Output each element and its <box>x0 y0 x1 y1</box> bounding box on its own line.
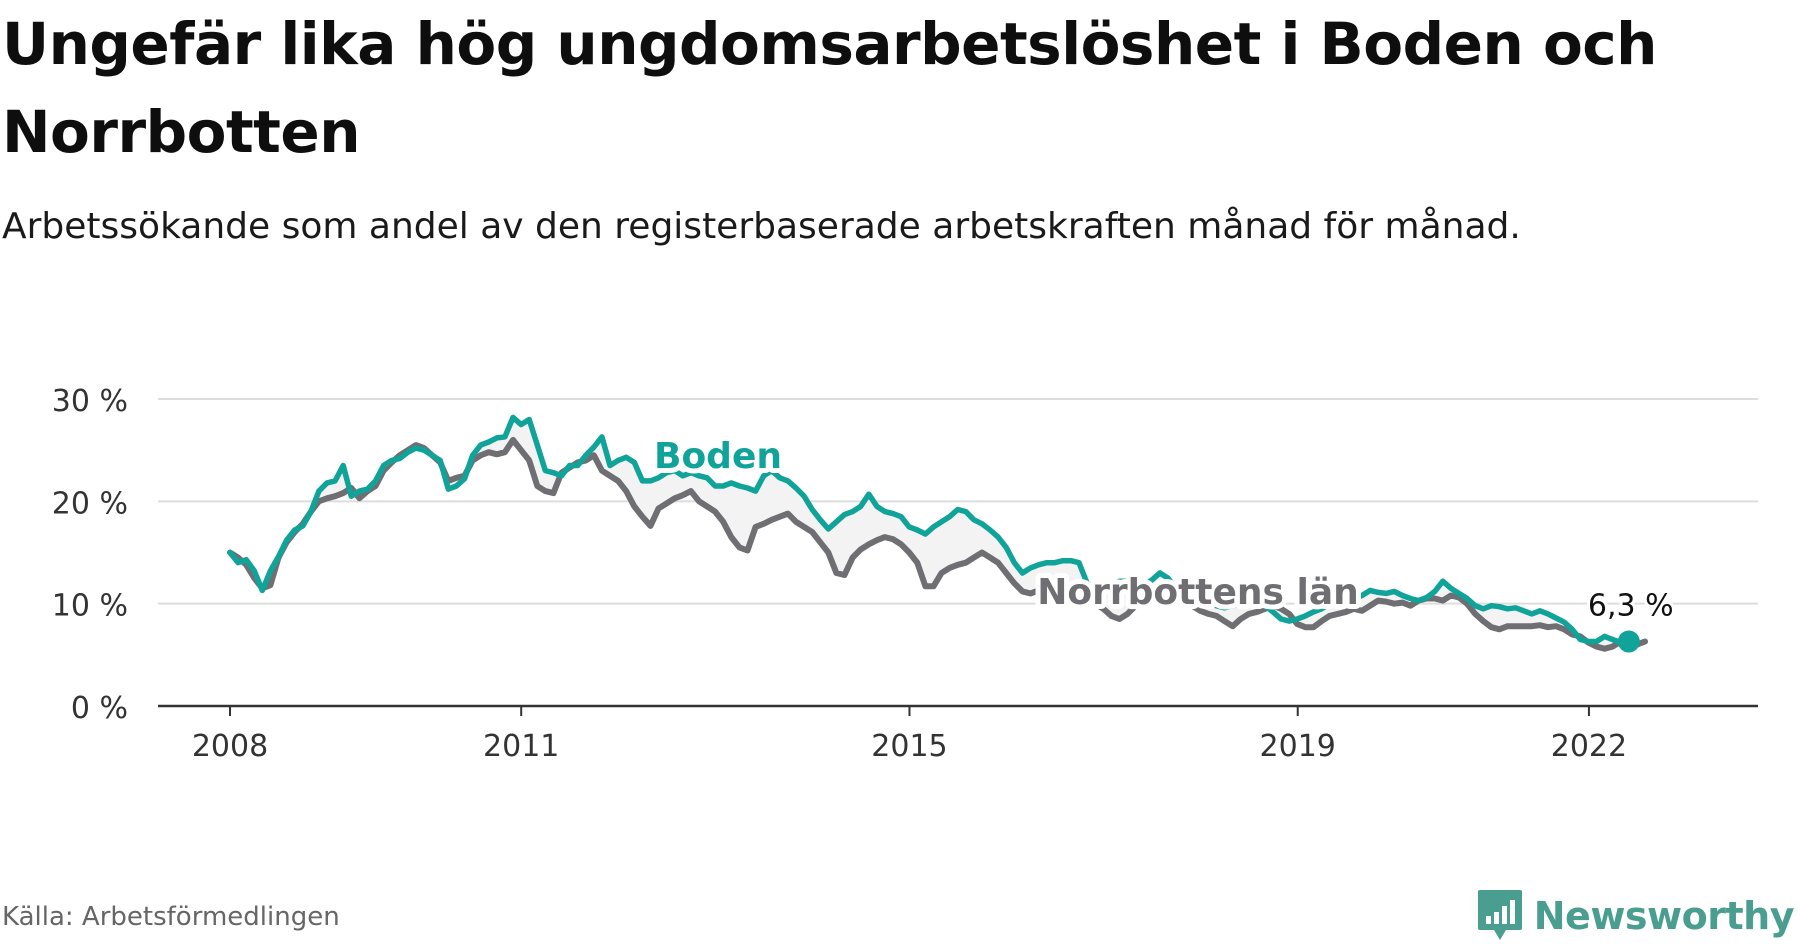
brand-logo[interactable]: Newsworthy <box>1476 888 1795 944</box>
y-tick-label: 30 % <box>52 384 128 419</box>
series-line-boden <box>227 414 1632 646</box>
chart-title: Ungefär lika hög ungdomsarbetslöshet i B… <box>2 10 1657 166</box>
source-note: Källa: Arbetsförmedlingen <box>2 902 340 932</box>
axes: 0 % 10 % 20 % 30 % 2008 2011 2015 2019 2022 <box>52 384 1758 764</box>
newsworthy-logo-icon <box>1477 890 1522 940</box>
series-label-norrbottens-lan: Norrbottens län <box>1037 572 1359 613</box>
chart-subtitle: Arbetssökande som andel av den registerb… <box>2 206 1521 247</box>
line-chart: 0 % 10 % 20 % 30 % 2008 2011 2015 2019 2022 6,3 … <box>52 384 1758 764</box>
y-tick-label: 20 % <box>52 486 128 521</box>
gridlines <box>158 398 1758 605</box>
brand-name: Newsworthy <box>1533 894 1795 938</box>
series-lines <box>227 414 1648 653</box>
end-value-label: 6,3 % <box>1588 589 1674 624</box>
x-tick-label: 2022 <box>1551 729 1627 764</box>
x-tick-label: 2008 <box>192 729 268 764</box>
series-labels: 6,3 % Boden Norrbottens län <box>649 431 1677 627</box>
y-tick-label: 10 % <box>52 589 128 624</box>
end-point-marker <box>1617 630 1640 653</box>
y-tick-label: 0 % <box>71 691 128 726</box>
x-tick-label: 2015 <box>871 729 947 764</box>
x-tick-label: 2011 <box>483 729 559 764</box>
series-label-boden: Boden <box>654 436 782 477</box>
x-tick-label: 2019 <box>1260 729 1336 764</box>
